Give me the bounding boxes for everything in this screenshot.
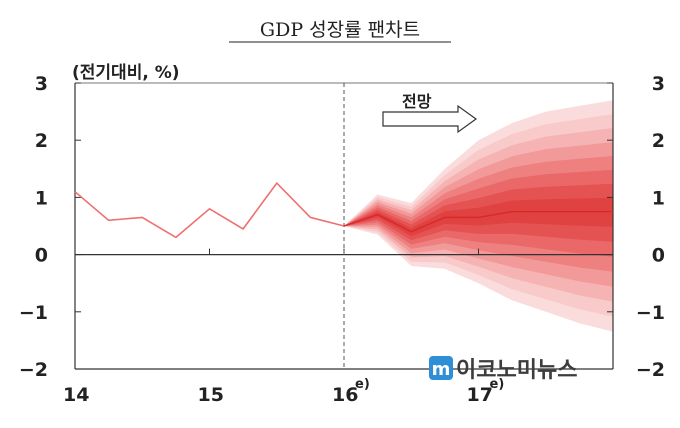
y-tick-label-right: −1 [636,302,665,324]
y-axis-unit-label: (전기대비, %) [72,63,180,83]
forecast-arrow-icon [382,104,478,134]
y-tick-label-right: 1 [652,187,665,209]
y-tick-label-left: −2 [19,359,48,381]
x-tick-label: 16 [332,384,358,406]
y-tick-label-right: 3 [652,73,665,95]
y-tick-label-right: 0 [652,245,665,267]
x-tick-superscript: e) [490,377,505,392]
forecast-annotation: 전망 [382,92,478,134]
x-tick-labels: 14 15 16e) 17e) [63,377,504,406]
watermark-logo-letter: m [432,359,451,380]
series-lines [74,181,613,239]
y-tick-label-left: 1 [35,187,48,209]
watermark: m 이코노미뉴스 [429,356,577,383]
y-tick-labels-left: −2 −1 0 1 2 3 [19,73,48,381]
y-tick-label-left: 3 [35,73,48,95]
x-tick-label: 14 [63,384,89,406]
y-tick-label-right: −2 [636,359,665,381]
x-tick-superscript: e) [355,377,370,392]
x-tick-label: 15 [198,384,224,406]
y-tick-label-right: 2 [652,130,665,152]
y-tick-label-left: 2 [35,130,48,152]
forecast-fan-bands [344,100,613,332]
actual-series-line [74,181,345,239]
x-tick-label: 17 [467,384,493,406]
forecast-central-line [343,210,613,233]
watermark-logo-icon [429,356,453,380]
y-tick-label-left: 0 [35,245,48,267]
y-tick-label-left: −1 [19,302,48,324]
chart-title: GDP 성장률 팬차트 [260,19,420,41]
forecast-label: 전망 [402,92,432,111]
y-tick-labels-right: −2 −1 0 1 2 3 [636,73,665,381]
watermark-text: 이코노미뉴스 [456,358,577,383]
plot-frame [74,82,614,370]
